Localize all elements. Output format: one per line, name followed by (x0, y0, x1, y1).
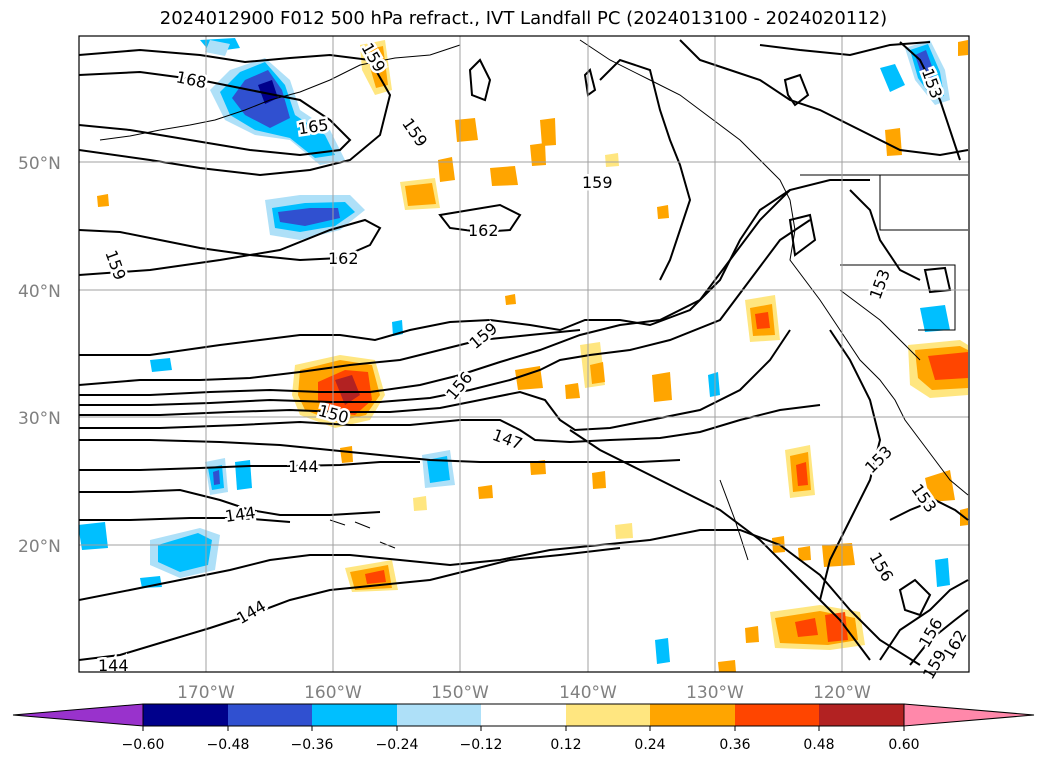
map-frame (78, 35, 970, 673)
contour-label: 153 (866, 267, 894, 302)
gridlines (79, 36, 969, 672)
colorbar-bin (397, 704, 481, 726)
colorbar-tick-label: 0.24 (634, 737, 665, 753)
contour-label: 156 (915, 615, 947, 651)
colorbar-bin (228, 704, 312, 726)
colorbar-tick-label: −0.60 (122, 737, 165, 753)
lat-label-30n: 30°N (18, 409, 61, 429)
map-title: 2024012900 F012 500 hPa refract., IVT La… (159, 8, 888, 29)
colorbar-bin (566, 704, 650, 726)
lat-label-50n: 50°N (18, 154, 61, 174)
lon-label-120w: 120°W (813, 683, 871, 703)
contour-label: 159 (466, 319, 502, 353)
colorbar-bin (312, 704, 397, 726)
contour-label: 144 (98, 656, 129, 675)
contour-label: 144 (288, 457, 319, 476)
colorbar-tick-label: −0.48 (207, 737, 250, 753)
colorbar-bin (735, 704, 819, 726)
colorbar-extend-high (903, 703, 1035, 727)
lon-label-170w: 170°W (177, 683, 235, 703)
colorbar-bin (819, 704, 904, 726)
lat-label-20n: 20°N (18, 537, 61, 557)
lon-label-160w: 160°W (304, 683, 362, 703)
colorbar: −0.60 −0.48 −0.36 −0.24 −0.12 0.12 0.24 … (12, 703, 1035, 753)
colorbar-tick-label: 0.12 (550, 737, 581, 753)
contour-label: 156 (865, 549, 897, 585)
colorbar-tick-label: −0.12 (460, 737, 503, 753)
contour-label: 162 (328, 249, 359, 268)
colorbar-extend-low (12, 703, 144, 727)
contour-label: 144 (233, 596, 269, 628)
lon-label-150w: 150°W (431, 683, 489, 703)
colorbar-tick-label: −0.36 (291, 737, 334, 753)
contour-label: 153 (861, 442, 896, 477)
contour-lines (79, 39, 969, 666)
colorbar-tick-label: −0.24 (376, 737, 419, 753)
contour-label: 159 (101, 247, 129, 282)
contour-label: 144 (224, 503, 257, 526)
colorbar-bin (481, 704, 566, 726)
contour-label: 162 (468, 221, 499, 240)
contour-label: 156 (442, 368, 476, 404)
contour-label: 168 (174, 67, 208, 92)
latitude-labels: 50°N 40°N 30°N 20°N (18, 154, 61, 557)
colorbar-tick-label: 0.36 (719, 737, 750, 753)
colorbar-bin (650, 704, 735, 726)
colorbar-tick-label: 0.60 (888, 737, 919, 753)
lat-label-40n: 40°N (18, 282, 61, 302)
lon-label-130w: 130°W (686, 683, 744, 703)
colorbar-frame (142, 703, 905, 727)
colorbar-bin (143, 704, 228, 726)
longitude-labels: 170°W 160°W 150°W 140°W 130°W 120°W (177, 683, 871, 703)
contour-label: 159 (398, 115, 431, 151)
lon-label-140w: 140°W (559, 683, 617, 703)
contour-label: 159 (582, 173, 613, 192)
colorbar-tick-label: 0.48 (803, 737, 834, 753)
contour-labels: 168 165 162 162 159 159 159 159 159 156 … (96, 37, 974, 685)
map-content (79, 38, 969, 672)
